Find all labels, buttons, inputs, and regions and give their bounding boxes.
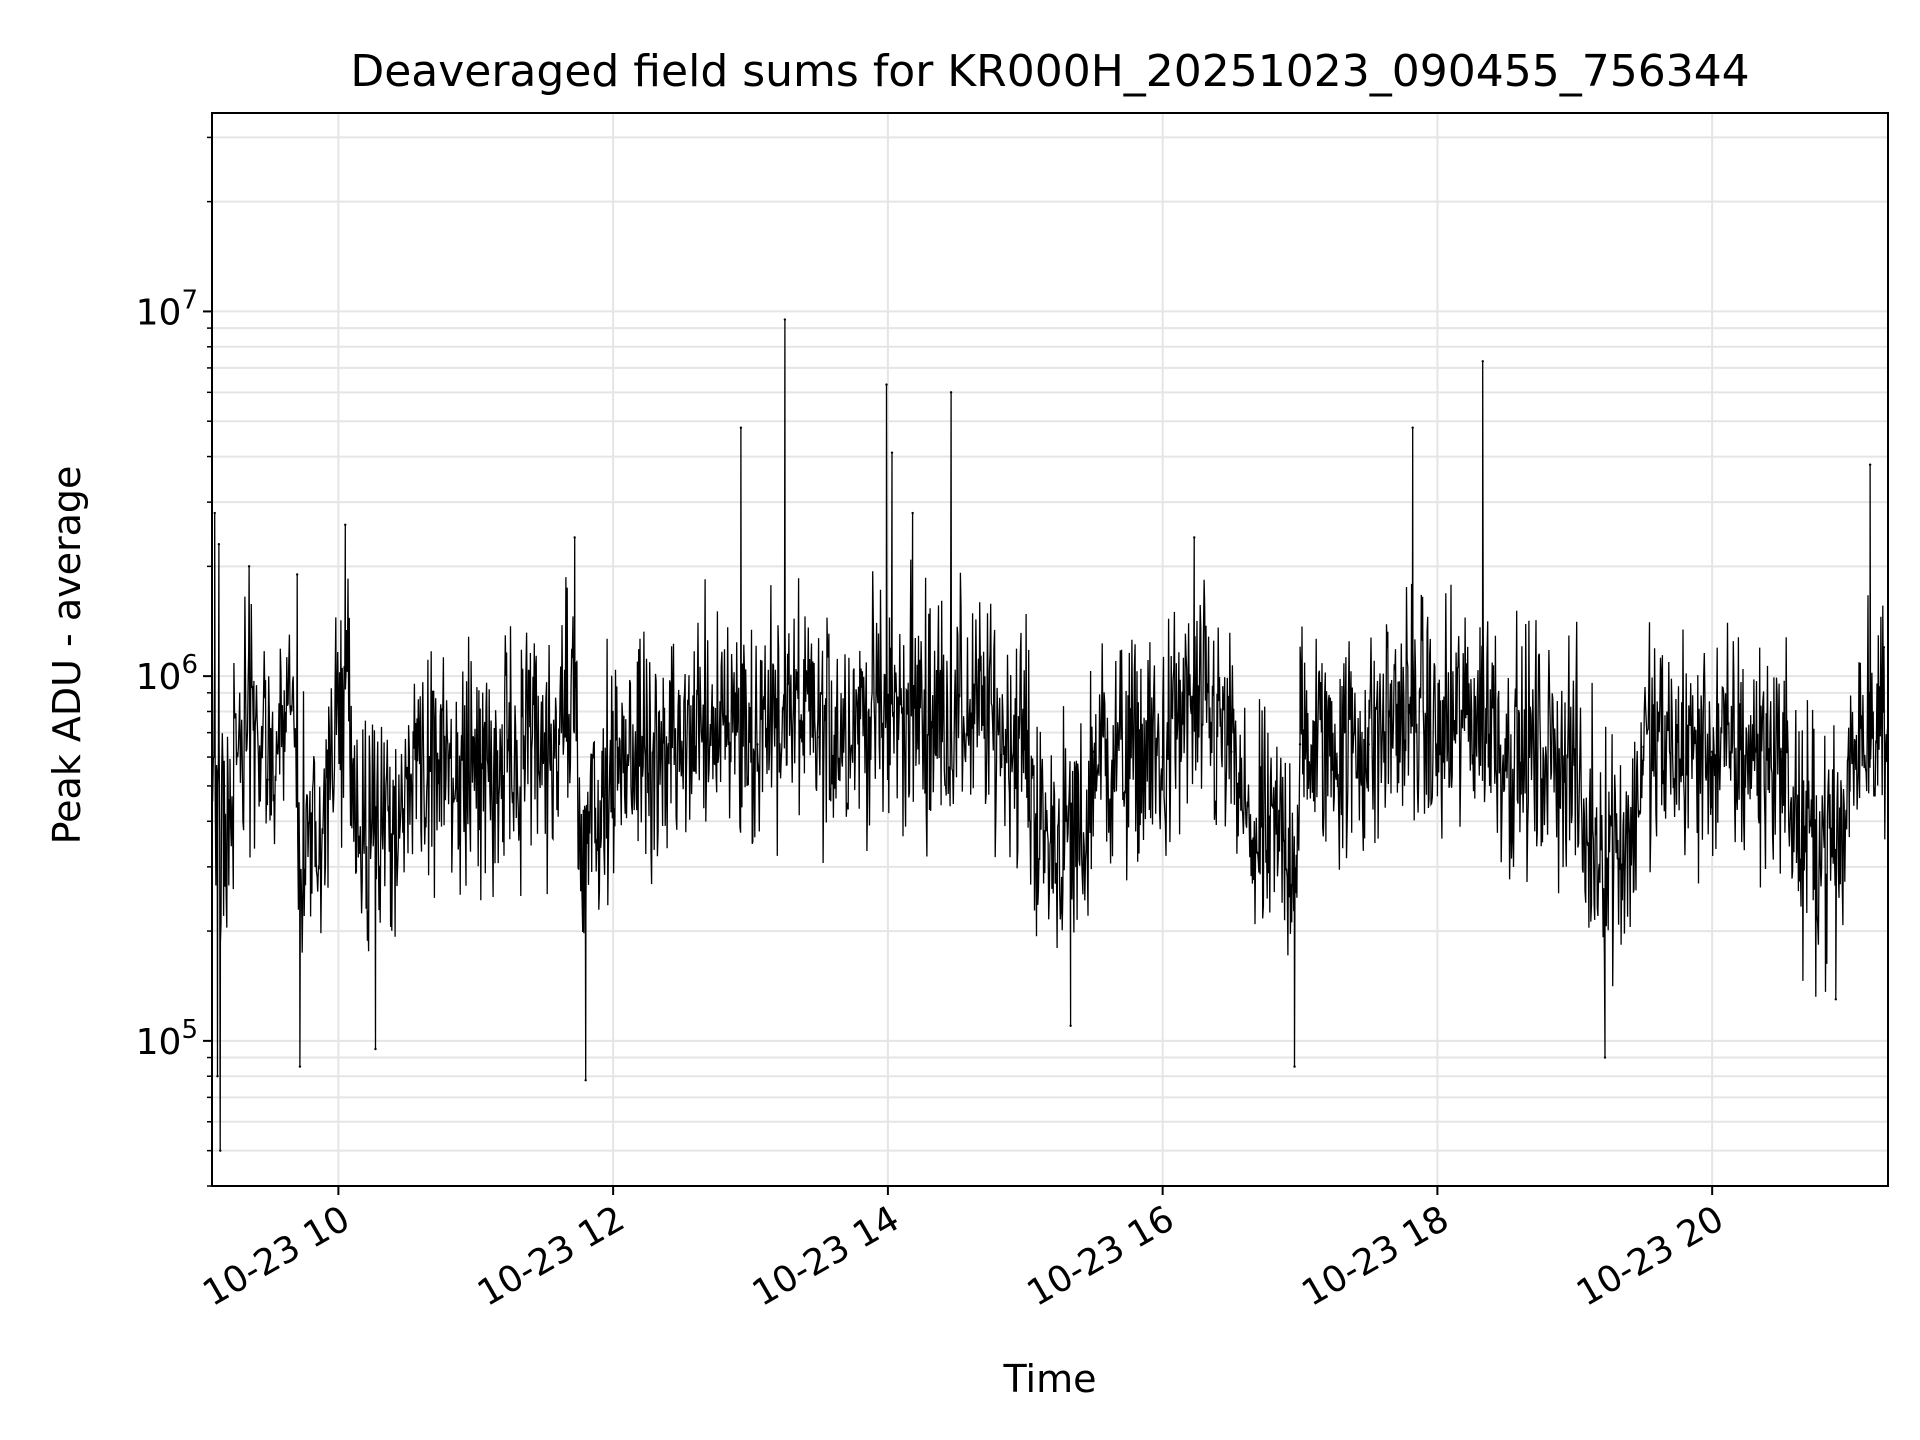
data-point bbox=[818, 736, 821, 739]
data-point bbox=[323, 784, 326, 788]
x-axis-label: Time bbox=[1003, 1357, 1097, 1401]
data-point bbox=[298, 1065, 302, 1068]
data-point bbox=[1481, 360, 1484, 363]
data-point bbox=[216, 1075, 219, 1078]
data-point bbox=[228, 801, 232, 804]
y-tick-label: 105 bbox=[136, 1015, 198, 1063]
data-point bbox=[1411, 426, 1414, 429]
data-point bbox=[1779, 750, 1783, 754]
data-point bbox=[680, 750, 684, 754]
y-tick-label: 107 bbox=[136, 285, 198, 333]
data-point bbox=[573, 536, 576, 539]
data-point bbox=[1193, 536, 1196, 539]
data-point bbox=[1882, 646, 1886, 649]
chart-title: Deaveraged field sums for KR000H_2025102… bbox=[350, 46, 1749, 97]
data-point bbox=[1642, 745, 1645, 749]
data-point bbox=[213, 511, 216, 515]
series-line bbox=[211, 319, 1889, 1151]
data-point bbox=[1230, 750, 1233, 754]
data-point bbox=[295, 573, 299, 576]
data-point bbox=[247, 565, 251, 568]
data-point bbox=[268, 778, 271, 781]
data-point bbox=[374, 1047, 377, 1051]
data-point bbox=[223, 784, 226, 788]
data-point bbox=[1298, 743, 1302, 746]
data-point bbox=[1367, 743, 1370, 746]
data-point bbox=[949, 391, 953, 394]
y-tick-label: 106 bbox=[136, 650, 198, 698]
data-point bbox=[1092, 750, 1096, 754]
data-point bbox=[217, 543, 221, 546]
data-point bbox=[890, 451, 894, 454]
data-point bbox=[405, 766, 409, 770]
data-point bbox=[1834, 998, 1837, 1001]
data-point bbox=[739, 426, 743, 429]
data-point bbox=[584, 1079, 587, 1082]
data-point bbox=[1573, 755, 1576, 759]
data-point bbox=[1504, 750, 1508, 754]
data-point bbox=[344, 523, 347, 526]
y-axis-label: Peak ADU - average bbox=[45, 466, 89, 845]
data-point bbox=[219, 1149, 222, 1152]
data-point bbox=[1868, 463, 1872, 466]
data-point bbox=[1436, 743, 1439, 746]
data-point bbox=[911, 511, 914, 515]
plot-frame bbox=[211, 112, 1889, 1187]
data-point bbox=[1069, 1024, 1072, 1027]
data-point bbox=[1710, 750, 1714, 754]
data-point bbox=[885, 383, 888, 386]
data-point bbox=[1848, 755, 1851, 759]
data-point bbox=[543, 755, 546, 759]
data-point bbox=[1161, 755, 1164, 759]
data-point bbox=[756, 743, 759, 746]
series-layer bbox=[211, 318, 1889, 1152]
data-point bbox=[1603, 1056, 1607, 1059]
data-point bbox=[1024, 743, 1027, 746]
data-point bbox=[605, 755, 608, 759]
data-point bbox=[474, 769, 477, 773]
data-point bbox=[783, 318, 787, 321]
data-point bbox=[1293, 1065, 1296, 1068]
